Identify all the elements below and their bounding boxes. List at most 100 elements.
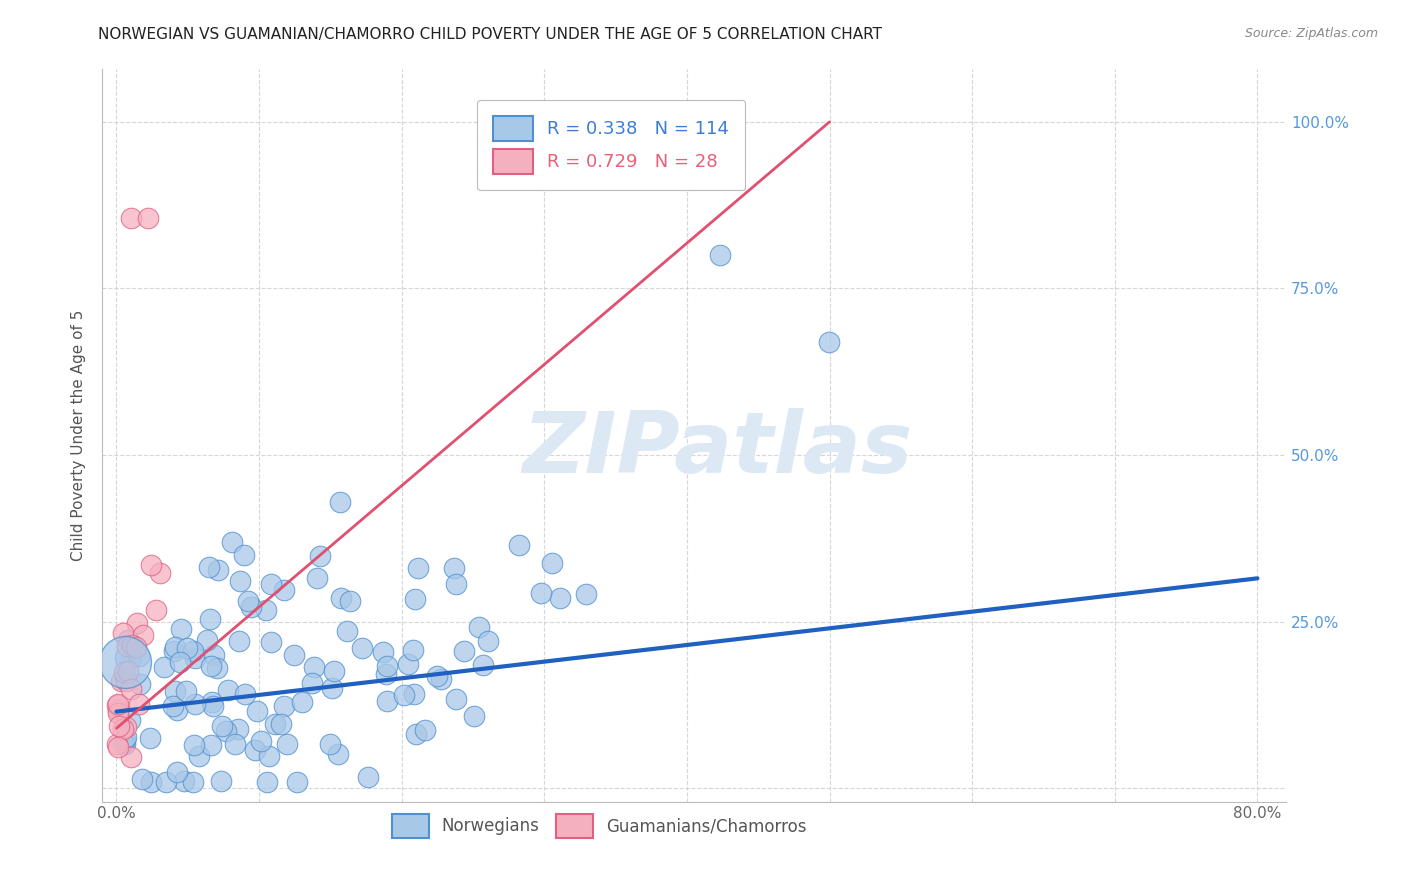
Point — [114, 737, 136, 751]
Point — [443, 561, 465, 575]
Point — [115, 720, 138, 734]
Point — [256, 774, 278, 789]
Point — [139, 558, 162, 573]
Point — [121, 638, 143, 652]
Point — [221, 534, 243, 549]
Point — [181, 774, 204, 789]
Point — [336, 624, 359, 638]
Point — [111, 626, 134, 640]
Point — [173, 773, 195, 788]
Point — [112, 737, 135, 751]
Point — [329, 495, 352, 509]
Point — [198, 611, 221, 625]
Point — [463, 708, 485, 723]
Point — [273, 582, 295, 597]
Point — [202, 648, 225, 662]
Point — [132, 628, 155, 642]
Point — [162, 698, 184, 713]
Point — [374, 666, 396, 681]
Point — [283, 648, 305, 662]
Y-axis label: Child Poverty Under the Age of 5: Child Poverty Under the Age of 5 — [72, 310, 86, 561]
Point — [404, 592, 426, 607]
Point — [245, 743, 267, 757]
Point — [184, 651, 207, 665]
Point — [402, 687, 425, 701]
Point — [453, 644, 475, 658]
Point — [548, 591, 571, 605]
Point — [117, 632, 139, 647]
Point — [207, 563, 229, 577]
Point — [107, 719, 129, 733]
Point — [276, 737, 298, 751]
Point — [254, 603, 277, 617]
Point — [125, 615, 148, 630]
Point — [114, 731, 136, 745]
Point — [530, 586, 553, 600]
Text: NORWEGIAN VS GUAMANIAN/CHAMORRO CHILD POVERTY UNDER THE AGE OF 5 CORRELATION CHA: NORWEGIAN VS GUAMANIAN/CHAMORRO CHILD PO… — [98, 27, 883, 42]
Point — [541, 556, 564, 570]
Point — [107, 703, 129, 717]
Point — [249, 734, 271, 748]
Point — [477, 634, 499, 648]
Point — [169, 656, 191, 670]
Point — [224, 738, 246, 752]
Point — [302, 659, 325, 673]
Point — [818, 334, 841, 349]
Point — [406, 560, 429, 574]
Point — [209, 773, 232, 788]
Point — [246, 704, 269, 718]
Point — [330, 591, 353, 606]
Point — [405, 727, 427, 741]
Point — [200, 659, 222, 673]
Point — [308, 549, 330, 564]
Point — [163, 684, 186, 698]
Point — [444, 576, 467, 591]
Point — [120, 750, 142, 764]
Point — [128, 649, 150, 664]
Point — [149, 566, 172, 580]
Point — [350, 641, 373, 656]
Point — [128, 697, 150, 711]
Point — [211, 719, 233, 733]
Point — [260, 577, 283, 591]
Point — [228, 634, 250, 648]
Point — [326, 747, 349, 762]
Point — [141, 774, 163, 789]
Point — [260, 634, 283, 648]
Point — [176, 641, 198, 656]
Point — [357, 770, 380, 784]
Point — [239, 600, 262, 615]
Point — [444, 692, 467, 706]
Point — [198, 560, 221, 574]
Point — [307, 571, 329, 585]
Point — [128, 677, 150, 691]
Point — [169, 622, 191, 636]
Point — [202, 698, 225, 713]
Point — [226, 722, 249, 736]
Point — [401, 643, 423, 657]
Point — [426, 669, 449, 683]
Legend: Norwegians, Guamanians/Chamorros: Norwegians, Guamanians/Chamorros — [385, 807, 814, 845]
Point — [301, 676, 323, 690]
Point — [273, 698, 295, 713]
Point — [187, 749, 209, 764]
Point — [195, 633, 218, 648]
Point — [131, 772, 153, 786]
Point — [257, 748, 280, 763]
Point — [575, 587, 598, 601]
Point — [236, 594, 259, 608]
Point — [396, 657, 419, 672]
Point — [709, 248, 731, 262]
Point — [114, 650, 136, 665]
Point — [107, 706, 129, 720]
Point — [321, 681, 343, 696]
Point — [217, 682, 239, 697]
Point — [429, 673, 451, 687]
Point — [114, 655, 136, 669]
Point — [508, 538, 530, 552]
Point — [114, 670, 136, 684]
Point — [110, 673, 132, 688]
Point — [105, 698, 128, 712]
Point — [205, 661, 228, 675]
Point — [153, 660, 176, 674]
